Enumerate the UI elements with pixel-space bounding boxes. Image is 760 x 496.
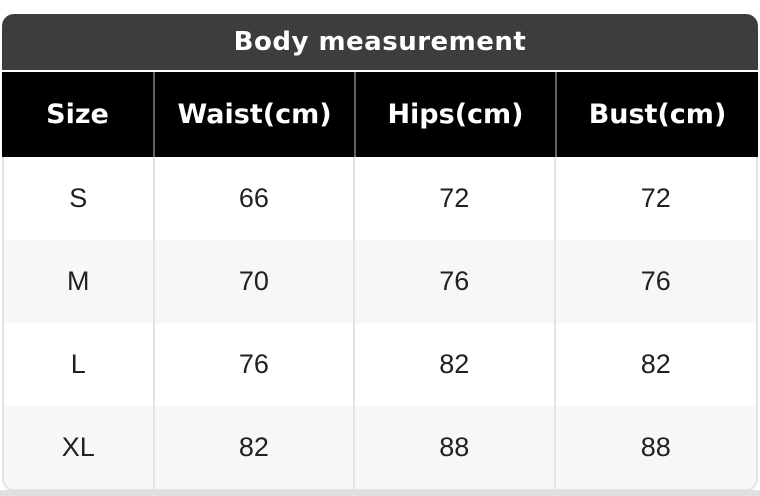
cell-size: S (4, 157, 155, 240)
cell-waist: 70 (155, 240, 356, 323)
cell-waist: 76 (155, 323, 356, 406)
cell-size: M (4, 240, 155, 323)
body-measurement-table: Body measurement Size Waist(cm) Hips(cm)… (2, 14, 758, 491)
cell-bust: 72 (640, 183, 671, 213)
cell-size: L (4, 323, 155, 406)
cell-bust: 88 (640, 432, 671, 462)
bottom-edge-strip (0, 490, 760, 496)
cell-hips: 76 (355, 240, 556, 323)
title-header-divider (2, 70, 758, 72)
cell-bust: 82 (640, 349, 671, 379)
cell-waist: 66 (155, 157, 356, 240)
column-header-hips: Hips(cm) (356, 72, 557, 157)
table-header-row: Size Waist(cm) Hips(cm) Bust(cm) (2, 72, 758, 157)
column-header-waist: Waist(cm) (155, 72, 356, 157)
cell-hips: 82 (355, 323, 556, 406)
column-header-bust: Bust(cm) (588, 99, 727, 130)
table-title: Body measurement (233, 27, 527, 57)
cell-waist: 82 (155, 406, 356, 489)
table-row-l: L 76 82 82 (4, 323, 756, 406)
cell-hips: 88 (355, 406, 556, 489)
cell-size: XL (4, 406, 155, 489)
cell-bust: 76 (640, 266, 671, 296)
cell-hips: 72 (355, 157, 556, 240)
table-body: S 66 72 72 M 70 76 76 L 76 82 82 XL 82 8… (2, 157, 758, 491)
table-row-s: S 66 72 72 (4, 157, 756, 240)
table-row-m: M 70 76 76 (4, 240, 756, 323)
table-title-bar: Body measurement (2, 14, 758, 70)
table-row-xl: XL 82 88 88 (4, 406, 756, 489)
column-header-size: Size (2, 72, 155, 157)
